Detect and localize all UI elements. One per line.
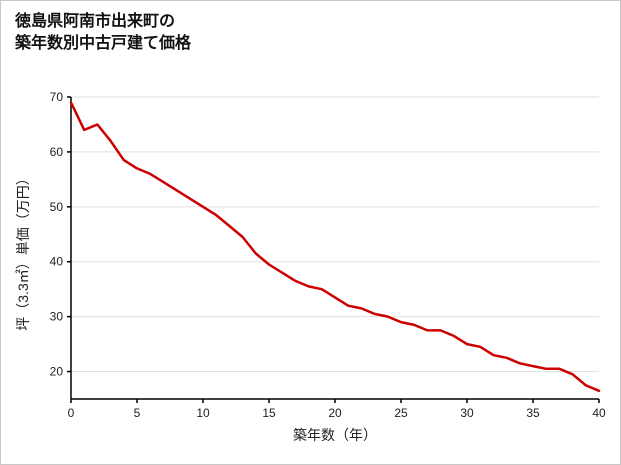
y-tick-label-40: 40 <box>50 255 64 269</box>
x-tick-label-10: 10 <box>196 406 210 420</box>
y-axis-label: 坪（3.3㎡）単価（万円） <box>15 171 31 331</box>
y-tick-label-20: 20 <box>50 365 64 379</box>
x-tick-label-40: 40 <box>592 406 606 420</box>
y-tick-label-30: 30 <box>50 310 64 324</box>
chart-title-line2: 築年数別中古戸建て価格 <box>15 34 192 52</box>
y-tick-label-70: 70 <box>50 90 64 104</box>
price-line-series <box>69 101 601 393</box>
chart-title: 徳島県阿南市出来町の 築年数別中古戸建て価格 <box>15 11 191 54</box>
x-tick-label-5: 5 <box>134 406 141 420</box>
x-axis-label: 築年数（年） <box>293 427 377 443</box>
chart-title-line1: 徳島県阿南市出来町の <box>15 13 176 30</box>
x-tick-label-25: 25 <box>394 406 408 420</box>
x-tick-label-20: 20 <box>328 406 342 420</box>
y-tick-label-60: 60 <box>50 145 64 159</box>
x-tick-label-15: 15 <box>262 406 276 420</box>
x-tick-label-35: 35 <box>526 406 540 420</box>
y-tick-label-50: 50 <box>50 200 64 214</box>
x-tick-label-30: 30 <box>460 406 474 420</box>
x-tick-label-0: 0 <box>68 406 75 420</box>
